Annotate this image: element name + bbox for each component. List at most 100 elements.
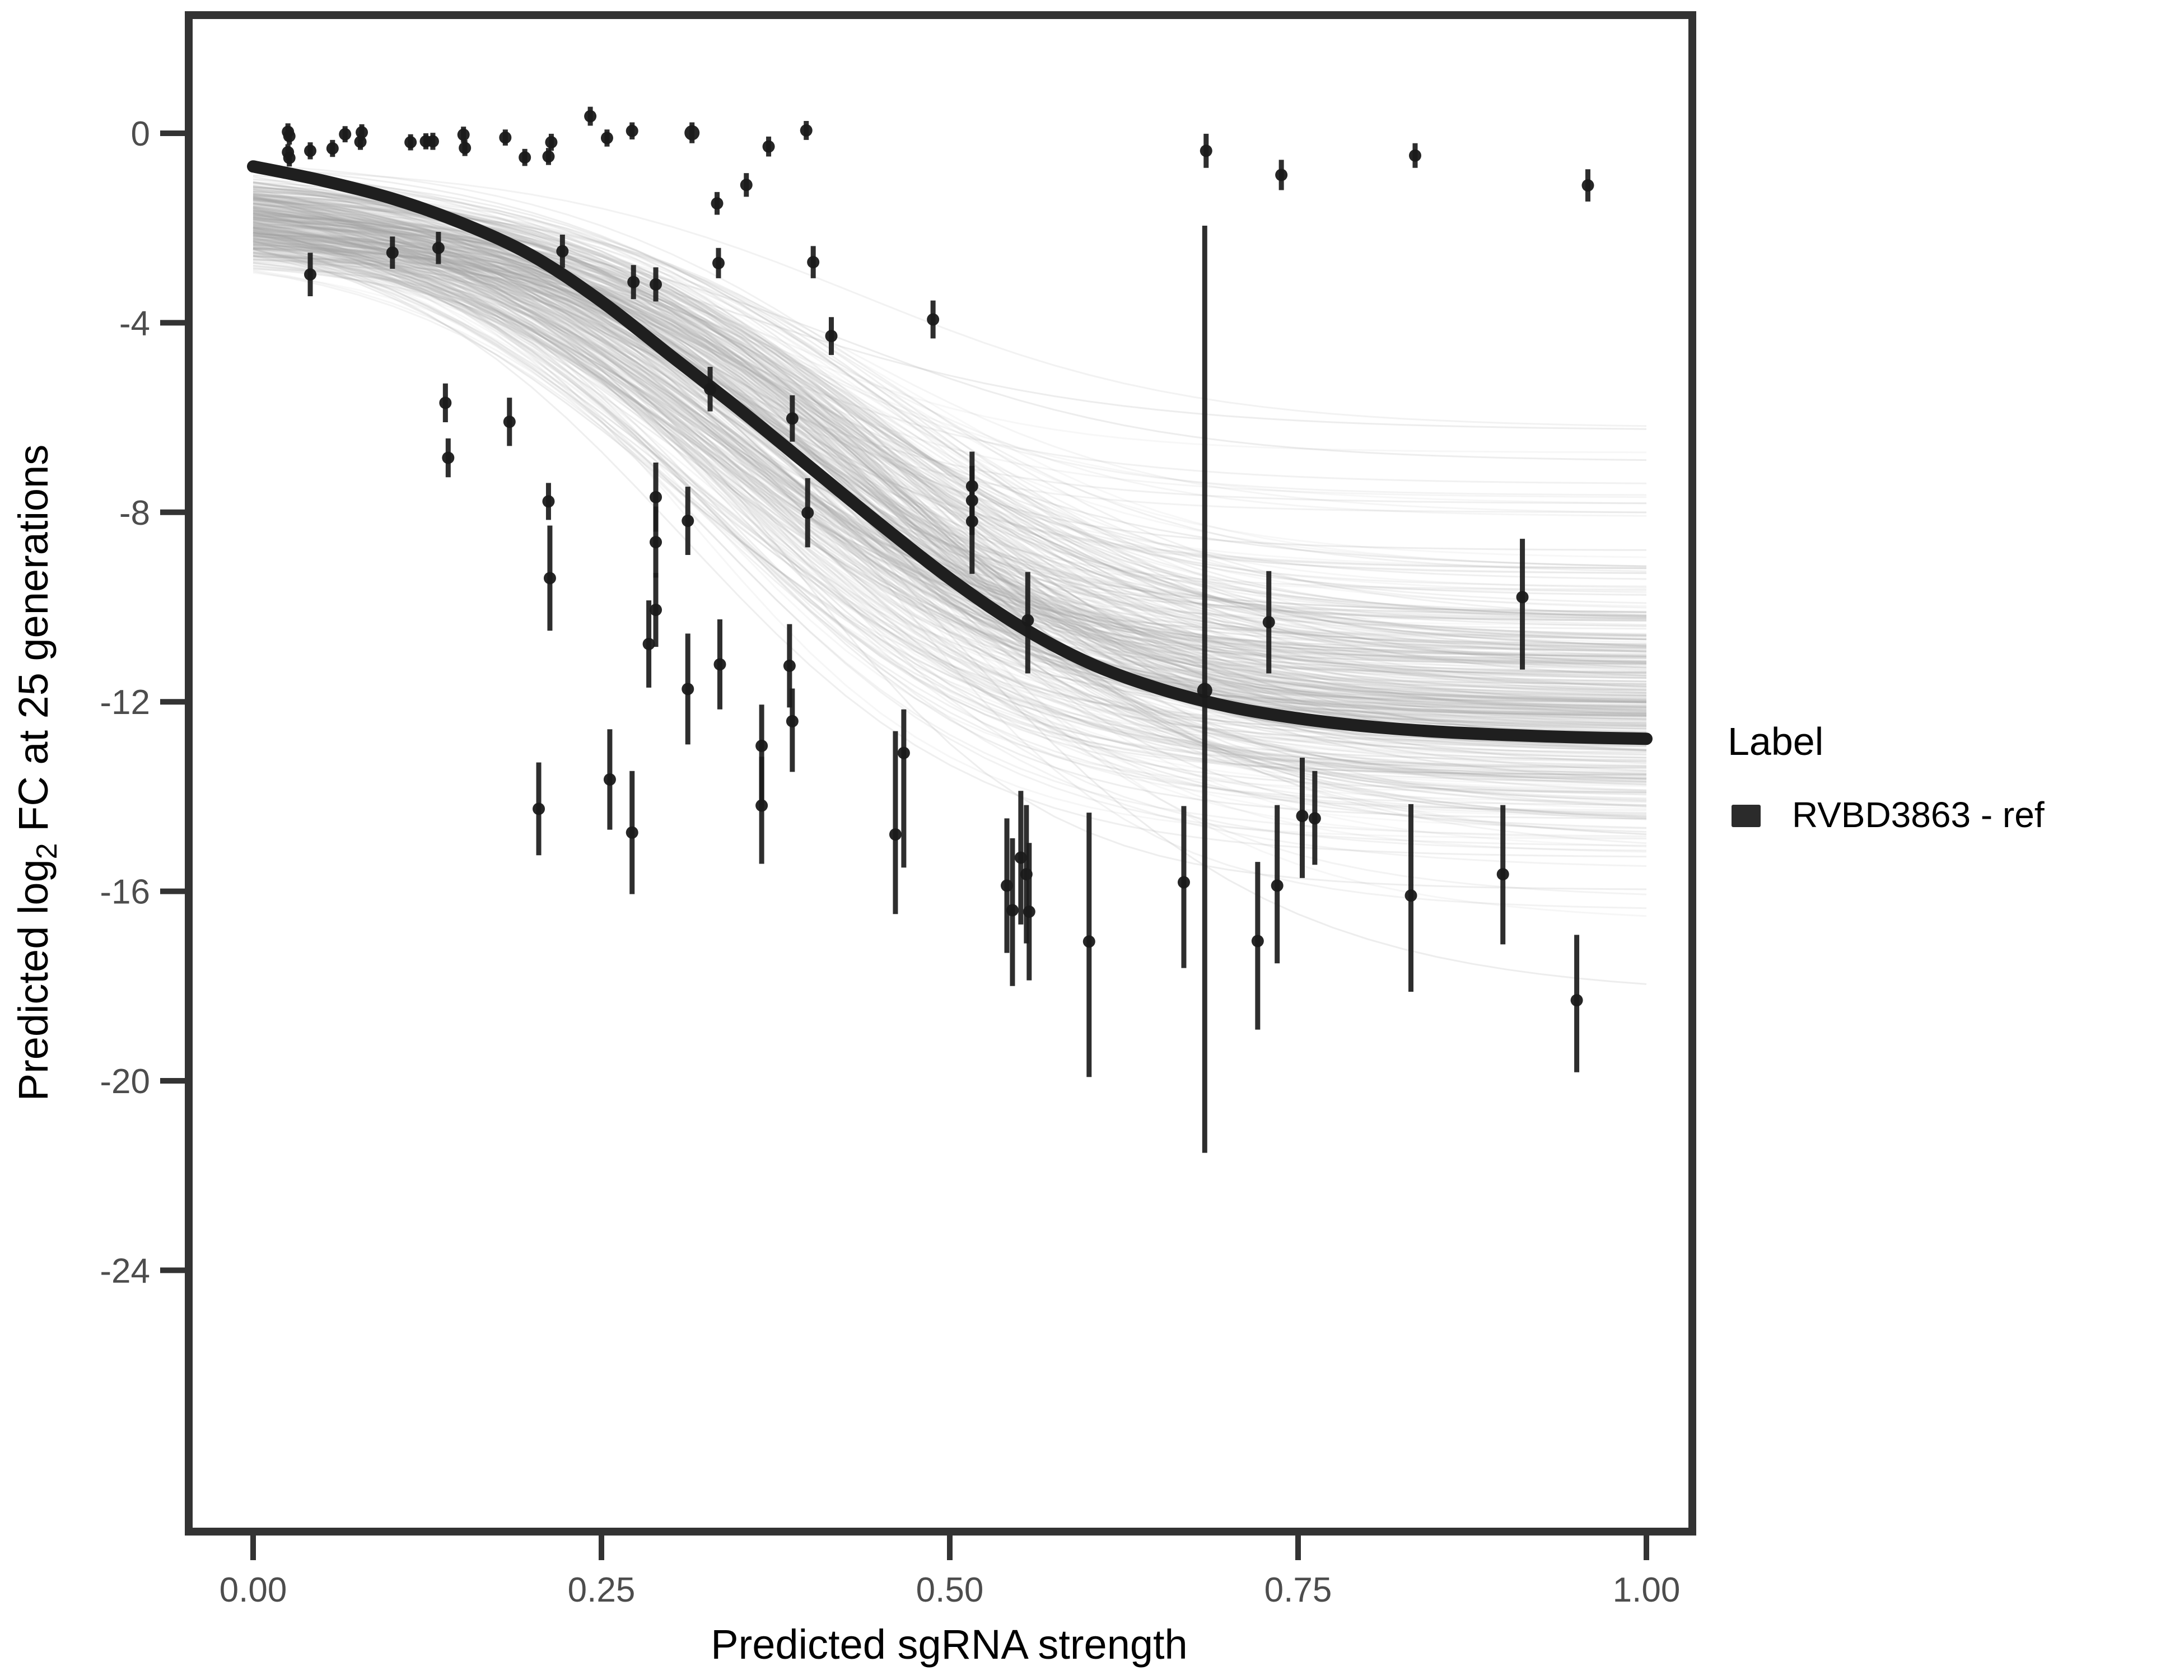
posterior-curve (253, 246, 1647, 514)
posterior-curve (253, 216, 1647, 618)
posterior-curve (253, 225, 1647, 461)
pointrange (1251, 862, 1264, 1030)
posterior-curve (253, 190, 1647, 820)
posterior-curve (253, 208, 1647, 792)
pointrange (801, 478, 814, 548)
posterior-curve (253, 217, 1647, 591)
data-point (712, 256, 725, 269)
data-point (786, 412, 799, 425)
posterior-curve (253, 217, 1647, 656)
data-point (442, 451, 455, 464)
data-point (1197, 683, 1212, 698)
posterior-curve (253, 198, 1647, 713)
posterior-curve (253, 253, 1647, 724)
posterior-curve (253, 186, 1647, 817)
pointrange (762, 136, 775, 157)
posterior-curve (253, 226, 1647, 780)
posterior-curve (253, 221, 1647, 738)
posterior-curve (253, 218, 1647, 484)
posterior-curve (253, 270, 1647, 727)
posterior-curve (253, 218, 1647, 674)
posterior-curve (253, 168, 1647, 427)
pointrange (603, 729, 616, 830)
posterior-curve (253, 237, 1647, 746)
posterior-curve (253, 212, 1647, 783)
posterior-curve (253, 207, 1647, 814)
pointrange (304, 142, 317, 160)
posterior-curve (253, 218, 1647, 620)
pointrange (542, 483, 555, 520)
data-point (927, 313, 940, 326)
posterior-curve (253, 212, 1647, 694)
posterior-curve (253, 189, 1647, 764)
data-point (1200, 144, 1212, 157)
data-point (1006, 904, 1019, 917)
posterior-curve (253, 195, 1647, 514)
pointrange (1570, 935, 1583, 1072)
posterior-curve (253, 253, 1647, 676)
posterior-curve (253, 235, 1647, 711)
posterior-curve (253, 193, 1647, 641)
data-point (684, 125, 700, 141)
data-point (543, 572, 556, 585)
data-point (339, 128, 352, 141)
pointrange (684, 122, 700, 143)
posterior-curve (253, 226, 1647, 656)
pointrange (439, 383, 452, 423)
posterior-curve (253, 203, 1647, 620)
posterior-curve (253, 206, 1647, 694)
y-tick-label: -20 (100, 1062, 150, 1101)
posterior-curve (253, 230, 1647, 711)
pointrange (682, 633, 694, 745)
posterior-curve (253, 235, 1647, 708)
posterior-curve (253, 255, 1647, 587)
posterior-curve (253, 195, 1647, 594)
data-point (1177, 876, 1190, 889)
posterior-curve (253, 227, 1647, 674)
data-point (283, 151, 296, 164)
posterior-curve (253, 235, 1647, 687)
posterior-curve (253, 254, 1647, 665)
data-point (682, 683, 694, 696)
legend-item-label: RVBD3863 - ref (1792, 795, 2045, 835)
posterior-curve (253, 239, 1647, 759)
posterior-curve (253, 224, 1647, 786)
data-point (386, 246, 399, 259)
pointrange (545, 133, 558, 151)
posterior-curve (253, 241, 1647, 776)
posterior-curve (253, 216, 1647, 730)
posterior-curve (253, 267, 1647, 716)
pointrange (755, 757, 768, 864)
posterior-curve (253, 230, 1647, 674)
data-point (889, 828, 902, 841)
posterior-curve (253, 208, 1647, 430)
posterior-curve (253, 247, 1647, 596)
posterior-curve (253, 220, 1647, 703)
posterior-curve (253, 203, 1647, 674)
posterior-curve (253, 224, 1647, 664)
posterior-curve (253, 227, 1647, 840)
legend-key-swatch (1732, 805, 1761, 827)
pointrange (304, 253, 317, 297)
posterior-curve (253, 221, 1647, 808)
y-axis: 0 -4 -8 -12 -16 -20 -24 (100, 115, 185, 1290)
posterior-curve (253, 227, 1647, 748)
posterior-curve (253, 174, 1647, 653)
posterior-curve (253, 259, 1647, 575)
posterior-curve (253, 235, 1647, 720)
posterior-curve (253, 247, 1647, 551)
posterior-curve (253, 212, 1647, 768)
posterior-curve (253, 195, 1647, 785)
posterior-curve (253, 252, 1647, 701)
posterior-curve (253, 228, 1647, 682)
x-axis-title: Predicted sgRNA strength (711, 1621, 1187, 1668)
data-point (704, 382, 717, 395)
posterior-curve (253, 192, 1647, 570)
posterior-curve (253, 202, 1647, 641)
posterior-curve (253, 193, 1647, 726)
posterior-curve (253, 262, 1647, 614)
pointrange (650, 506, 662, 578)
posterior-curve (253, 225, 1647, 622)
pointrange (704, 367, 717, 412)
pointrange (783, 624, 796, 708)
